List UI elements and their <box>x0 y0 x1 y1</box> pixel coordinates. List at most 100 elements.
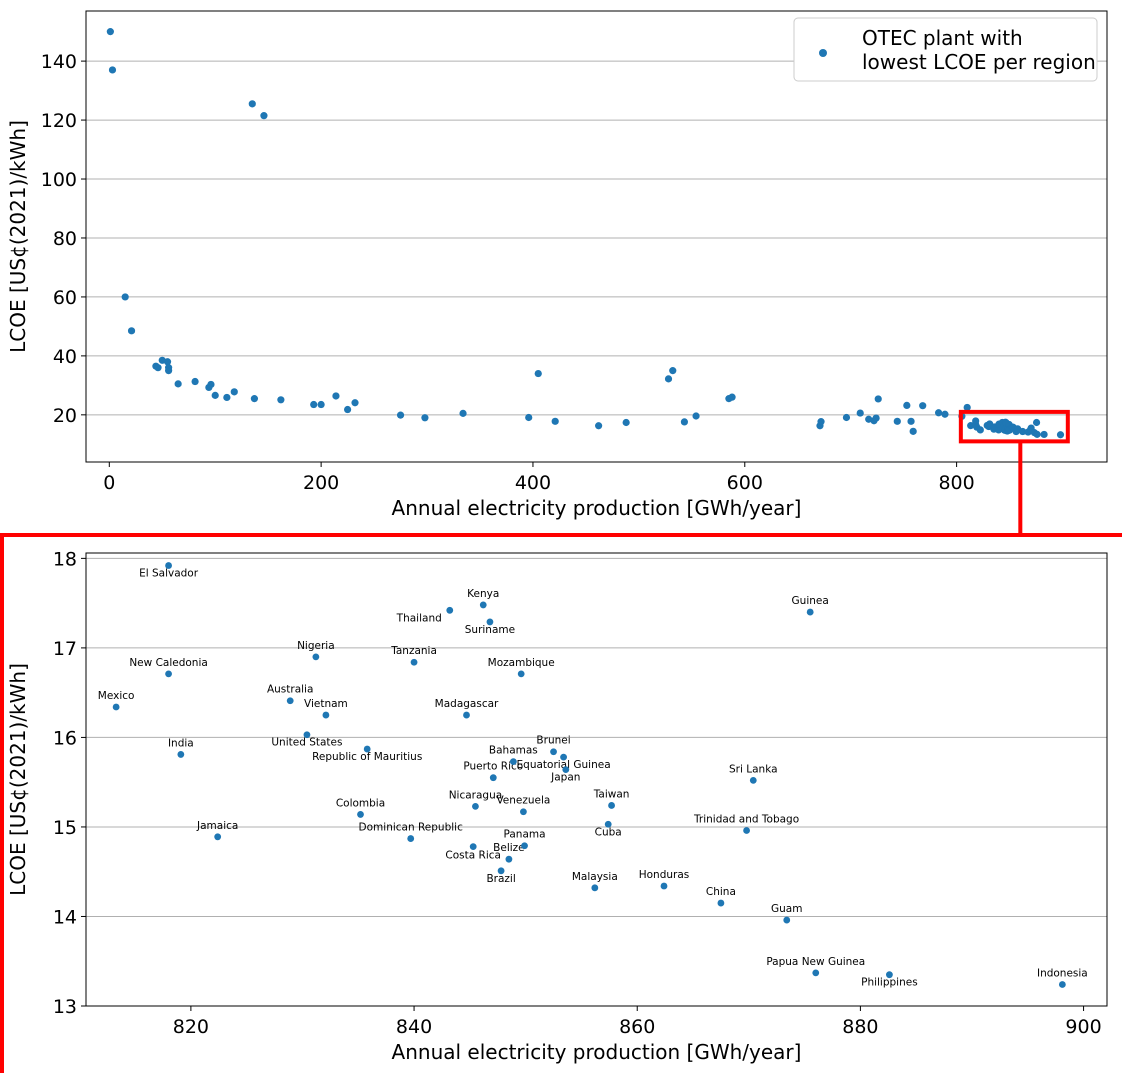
data-point <box>165 670 172 678</box>
data-point <box>332 392 340 400</box>
point-label: Mozambique <box>488 657 555 669</box>
data-point <box>106 28 114 36</box>
x-axis-label: Annual electricity production [GWh/year] <box>392 496 802 520</box>
zoom-highlight-box <box>958 409 1070 444</box>
data-point <box>486 618 494 626</box>
data-point <box>907 417 915 425</box>
x-tick-label: 840 <box>396 1016 432 1038</box>
data-point <box>121 293 129 301</box>
data-point <box>463 711 470 719</box>
data-point <box>893 417 901 425</box>
data-point <box>250 395 259 403</box>
data-point <box>165 562 172 569</box>
data-point <box>909 427 917 435</box>
point-label: Honduras <box>639 869 690 881</box>
point-label: Nigeria <box>297 640 335 652</box>
data-point <box>505 855 513 863</box>
data-point <box>520 808 527 816</box>
point-label: Trinidad and Tobago <box>693 814 799 826</box>
point-label: Indonesia <box>1037 968 1088 980</box>
data-point <box>1019 427 1027 436</box>
data-point <box>749 776 757 784</box>
point-label: China <box>706 886 736 898</box>
data-point <box>817 418 825 426</box>
point-label: Cuba <box>595 826 622 838</box>
point-label: New Caledonia <box>129 657 207 669</box>
data-point <box>806 608 814 616</box>
point-label: Panama <box>504 829 546 841</box>
x-tick-label: 400 <box>515 472 551 494</box>
data-point <box>260 112 268 120</box>
point-label: Belize <box>493 842 524 854</box>
data-point <box>550 748 557 756</box>
data-point <box>230 388 238 396</box>
data-point <box>317 400 325 409</box>
data-point <box>660 882 668 890</box>
point-label: Taiwan <box>593 788 630 800</box>
data-point <box>963 403 971 412</box>
point-label: Malaysia <box>572 871 618 883</box>
x-tick-label: 0 <box>103 472 115 494</box>
point-label: Mexico <box>98 690 135 702</box>
point-label: Costa Rica <box>445 850 501 862</box>
data-point <box>728 393 736 401</box>
zoomed-scatter-chart: 13 14 15 16 17 18 820 840 860 880 900 Annual electr… <box>6 548 1108 1064</box>
legend-label-line: lowest LCOE per region <box>862 50 1096 74</box>
data-point <box>874 395 882 403</box>
data-point <box>669 367 677 375</box>
point-label: Venezuela <box>496 795 550 807</box>
point-label: Thailand <box>396 612 442 624</box>
point-label: Australia <box>267 684 313 696</box>
data-point <box>812 969 820 977</box>
point-label: Republic of Mauritius <box>312 751 422 763</box>
point-label: Jamaica <box>196 820 238 832</box>
overview-scatter-chart: 20 40 60 80 100 120 140 0 200 400 600 800 Annual ele… <box>6 10 1108 520</box>
data-point <box>976 426 984 434</box>
legend-marker <box>819 49 827 57</box>
y-axis-label: LCOE [US¢(2021)/kWh] <box>6 120 30 353</box>
data-point <box>1058 981 1066 988</box>
data-point <box>174 380 182 388</box>
data-point <box>608 802 615 809</box>
data-point <box>312 653 320 661</box>
data-point <box>248 100 256 108</box>
data-point <box>108 66 117 74</box>
data-point <box>191 377 199 386</box>
data-point <box>207 380 215 389</box>
x-tick-label: 900 <box>1065 1016 1101 1038</box>
point-label: Brazil <box>486 873 515 885</box>
data-point <box>591 884 599 892</box>
y-tick-label: 16 <box>53 727 77 749</box>
data-point <box>664 375 673 383</box>
data-point <box>562 766 570 774</box>
data-point <box>446 606 454 614</box>
data-point <box>743 827 750 834</box>
data-point <box>497 867 505 875</box>
data-point <box>469 843 477 851</box>
data-point <box>521 842 528 850</box>
data-point <box>783 916 791 924</box>
data-point <box>856 409 864 417</box>
y-tick-label: 17 <box>53 638 77 660</box>
point-label: Guinea <box>792 595 829 607</box>
data-point <box>407 835 415 842</box>
data-point <box>604 820 612 828</box>
x-axis-label: Annual electricity production [GWh/year] <box>392 1040 802 1064</box>
data-point <box>363 745 371 753</box>
point-label: Tanzania <box>390 645 437 657</box>
point-label: Vietnam <box>304 698 348 710</box>
point-label: United States <box>271 737 342 749</box>
data-point <box>1033 430 1041 438</box>
data-point <box>509 758 517 765</box>
y-tick-label: 120 <box>41 110 77 132</box>
data-point <box>351 399 359 407</box>
y-axis-label: LCOE [US¢(2021)/kWh] <box>6 663 30 896</box>
x-tick-label: 860 <box>619 1016 655 1038</box>
data-point <box>886 971 893 979</box>
point-label: Kenya <box>467 588 499 600</box>
y-tick-label: 100 <box>41 169 77 191</box>
data-point <box>163 358 172 366</box>
data-point <box>534 369 542 378</box>
data-point <box>622 418 630 427</box>
